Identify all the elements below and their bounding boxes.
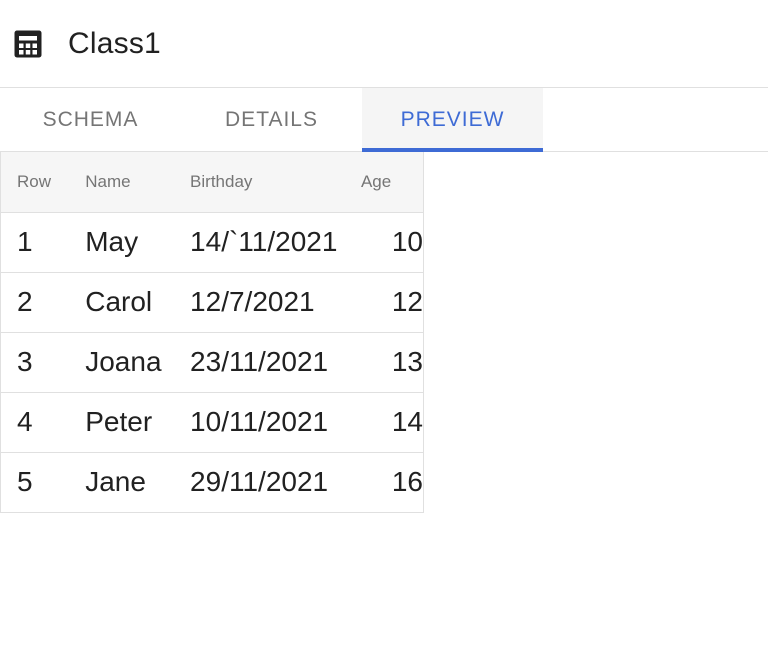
table-row: 4 Peter 10/11/2021 14: [0, 391, 424, 452]
column-header-name: Name: [69, 152, 175, 212]
cell-row: 3: [0, 331, 70, 392]
tab-schema[interactable]: SCHEMA: [42, 107, 139, 131]
cell-name: Peter: [69, 391, 175, 452]
cell-name: Jane: [69, 451, 175, 512]
cell-row: 2: [0, 271, 70, 332]
cell-name: Joana: [69, 331, 175, 392]
table-row: 2 Carol 12/7/2021 12: [0, 271, 424, 332]
header-row: Row Name Birthday Age: [0, 152, 424, 212]
preview-table-head: Row Name Birthday Age: [0, 152, 424, 212]
preview-table: Row Name Birthday Age 1 May 14/`11/2021 …: [0, 152, 424, 513]
cell-name: May: [69, 211, 175, 272]
tab-preview[interactable]: PREVIEW: [362, 88, 543, 152]
tab-bar: SCHEMA DETAILS PREVIEW: [0, 87, 768, 152]
cell-age: 14: [344, 391, 424, 452]
table-row: 5 Jane 29/11/2021 16: [0, 451, 424, 512]
cell-birthday: 14/`11/2021: [174, 211, 345, 272]
cell-age: 16: [344, 451, 424, 512]
table-row: 3 Joana 23/11/2021 13: [0, 331, 424, 392]
cell-age: 10: [344, 211, 424, 272]
column-header-age: Age: [344, 152, 424, 212]
cell-age: 13: [344, 331, 424, 392]
cell-row: 5: [0, 451, 70, 512]
cell-birthday: 23/11/2021: [174, 331, 345, 392]
preview-table-body: 1 May 14/`11/2021 10 2 Carol 12/7/2021 1…: [0, 211, 424, 512]
tab-details[interactable]: DETAILS: [225, 107, 318, 131]
column-header-row: Row: [0, 152, 70, 212]
page-title: Class1: [68, 26, 161, 60]
cell-birthday: 12/7/2021: [174, 271, 345, 332]
cell-name: Carol: [69, 271, 175, 332]
page-header: Class1: [0, 0, 768, 87]
table-icon: [14, 30, 42, 57]
cell-birthday: 10/11/2021: [174, 391, 345, 452]
cell-row: 1: [0, 211, 70, 272]
table-row: 1 May 14/`11/2021 10: [0, 211, 424, 272]
cell-age: 12: [344, 271, 424, 332]
cell-birthday: 29/11/2021: [174, 451, 345, 512]
column-header-birthday: Birthday: [174, 152, 345, 212]
cell-row: 4: [0, 391, 70, 452]
